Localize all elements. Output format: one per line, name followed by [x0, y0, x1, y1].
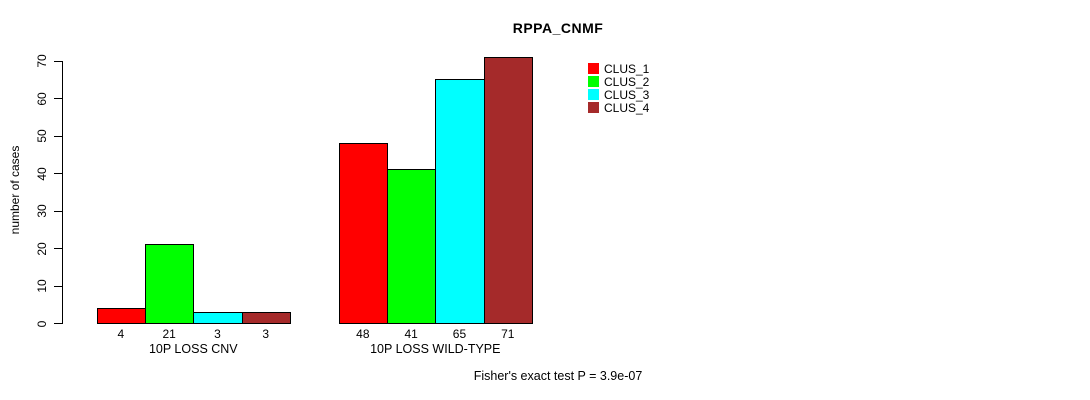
y-tick-label: 30	[35, 204, 49, 218]
legend-label: CLUS_1	[604, 61, 650, 76]
y-tick-label: 50	[35, 129, 49, 143]
bar-clus_2-group2	[387, 169, 437, 324]
bar-value-label: 21	[162, 327, 176, 341]
bar-value-label: 3	[214, 327, 221, 341]
bar-clus_2-group1	[145, 244, 195, 324]
bar-clus_3-group1	[193, 311, 243, 324]
y-axis-tick	[54, 210, 62, 212]
bar-value-label: 41	[404, 327, 418, 341]
legend-row: CLUS_1	[588, 61, 650, 76]
legend-row: CLUS_2	[588, 74, 650, 89]
legend-swatch-clus_1	[588, 63, 599, 74]
x-category-label: 10P LOSS CNV	[148, 342, 238, 356]
legend-swatch-clus_4	[588, 102, 599, 113]
bar-value-label: 65	[452, 327, 467, 341]
x-category-label: 10P LOSS WILD-TYPE	[370, 342, 501, 356]
legend-swatch-clus_3	[588, 89, 599, 100]
bar-value-label: 4	[117, 327, 125, 341]
annotation-text: Fisher's exact test P = 3.9e-07	[473, 369, 643, 383]
chart-title: RPPA_CNMF	[512, 20, 604, 36]
bar-clus_1-group1	[96, 308, 146, 324]
bar-clus_3-group2	[435, 79, 485, 324]
y-axis-tick	[54, 60, 62, 62]
y-tick-label: 70	[35, 54, 49, 68]
legend-swatch-clus_2	[588, 76, 599, 87]
legend-row: CLUS_3	[588, 87, 650, 102]
bar-clus_4-group2	[483, 56, 533, 324]
y-tick-label: 20	[35, 241, 49, 256]
y-tick-label: 40	[35, 166, 49, 181]
bar-value-label: 71	[501, 327, 515, 341]
y-tick-label: 60	[35, 91, 49, 106]
y-axis-tick	[54, 98, 62, 99]
y-axis-tick	[54, 285, 62, 287]
y-axis-line	[62, 60, 63, 324]
bar-clus_4-group1	[241, 311, 291, 324]
legend-label: CLUS_3	[604, 87, 650, 102]
bar-value-label: 48	[356, 327, 370, 341]
y-tick-label: 10	[35, 279, 49, 293]
legend-label: CLUS_2	[604, 74, 650, 89]
y-axis-tick	[54, 135, 62, 137]
y-axis-tick	[54, 323, 62, 324]
y-axis-tick	[54, 248, 62, 249]
legend-label: CLUS_4	[604, 100, 650, 115]
legend-row: CLUS_4	[588, 100, 650, 115]
bar-clus_1-group2	[338, 143, 388, 324]
y-tick-label: 0	[35, 320, 49, 327]
bar-value-label: 3	[262, 327, 270, 341]
legend: CLUS_1 CLUS_2 CLUS_3 CLUS_4	[588, 61, 650, 115]
y-axis-tick	[54, 173, 62, 174]
